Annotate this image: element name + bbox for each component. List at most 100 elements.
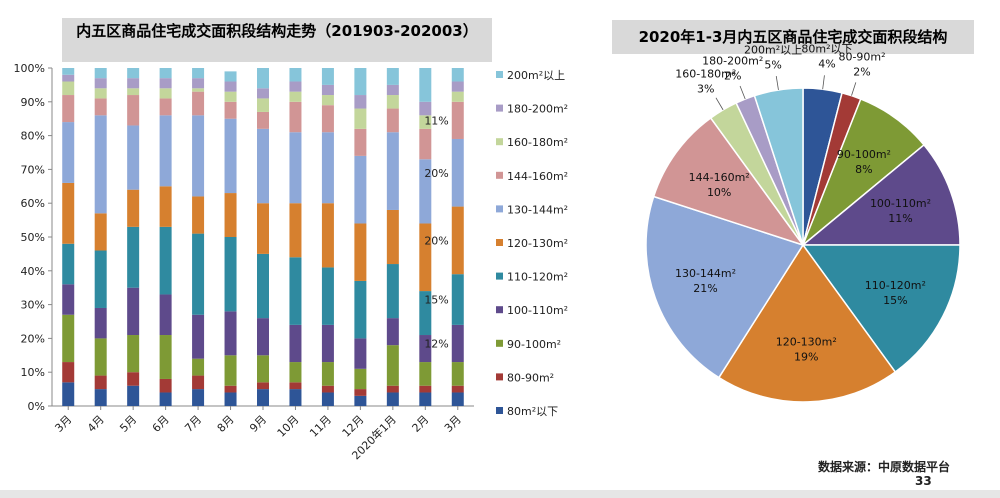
bar-segment	[451, 362, 464, 386]
page-number: 33	[915, 474, 932, 488]
bar-segment	[94, 250, 107, 308]
bar-segment	[386, 385, 399, 393]
bar-segment	[159, 68, 172, 79]
bar-segment	[321, 105, 334, 133]
data-label: 12%	[424, 337, 448, 350]
bar-segment	[419, 335, 432, 363]
pie-slice	[801, 244, 961, 374]
bar-segment	[289, 382, 302, 390]
legend-label: 80m²以下	[507, 405, 558, 418]
slice-percent-label: 5%	[764, 58, 781, 71]
bar-segment	[419, 385, 432, 393]
bar-segment	[257, 98, 269, 112]
bar-segment	[354, 108, 367, 129]
bar-segment	[257, 203, 269, 254]
slice-percent-label: 8%	[855, 163, 872, 176]
legend-label: 180-200m²	[507, 103, 568, 116]
slice-name-label: 80-90m²	[838, 50, 885, 63]
slice-name-label: 110-120m²	[865, 279, 926, 292]
bar-segment	[192, 233, 205, 315]
slice-percent-label: 10%	[707, 186, 731, 199]
legend-label: 144-160m²	[507, 170, 568, 183]
bar-segment	[419, 362, 432, 386]
legend-swatch	[496, 306, 503, 314]
bar-segment	[62, 122, 75, 183]
bar-segment	[354, 155, 367, 224]
legend-swatch	[496, 71, 503, 78]
y-tick-label: 90%	[21, 96, 45, 109]
bar-segment	[289, 203, 302, 258]
legend-swatch	[496, 239, 503, 246]
y-tick-label: 50%	[21, 231, 45, 244]
bar-segment	[386, 132, 399, 210]
y-tick-label: 40%	[21, 265, 45, 278]
bar-segment	[386, 318, 399, 346]
bar-segment	[451, 81, 464, 92]
bar-segment	[257, 355, 269, 383]
bar-segment	[321, 385, 334, 393]
bar-segment	[127, 88, 140, 96]
bar-segment	[127, 189, 140, 227]
bar-segment	[451, 324, 464, 363]
slice-percent-label: 15%	[883, 294, 907, 307]
bar-segment	[159, 98, 172, 116]
bar-segment	[321, 84, 334, 96]
bar-segment	[289, 257, 302, 325]
bar-segment	[257, 128, 269, 204]
bar-segment	[451, 385, 464, 393]
legend-label: 200m²以上	[507, 69, 565, 82]
bar-segment	[62, 68, 75, 75]
leader-line	[739, 85, 746, 100]
bar-segment	[386, 108, 399, 133]
y-tick-label: 0%	[28, 400, 45, 413]
bar-segment	[94, 389, 107, 406]
bar-segment	[62, 95, 75, 123]
bar-segment	[419, 101, 432, 116]
pie-chart: 80m²以下 4%80-90m² 2% 90-100m² 8% 100-110m² 11% 1…	[645, 43, 961, 403]
bar-segment	[321, 68, 334, 85]
slice-name-label: 130-144m²	[675, 267, 736, 280]
slice-name-label: 144-160m²	[689, 171, 750, 184]
bar-segment	[257, 318, 269, 356]
bar-segment	[127, 372, 140, 386]
bar-segment	[127, 95, 140, 126]
legend-label: 160-180m²	[507, 136, 568, 149]
slice-name-label: 90-100m²	[837, 148, 891, 161]
legend-label: 110-120m²	[507, 271, 568, 284]
bar-segment	[257, 253, 269, 319]
bar-segment	[354, 68, 367, 96]
bar-segment	[224, 355, 237, 386]
bar-segment	[127, 68, 140, 79]
bar-segment	[62, 284, 75, 315]
pie-slice	[652, 116, 805, 247]
bar-segment	[224, 311, 237, 356]
y-tick-label: 80%	[21, 130, 45, 143]
bar-segment	[386, 95, 399, 109]
bar-segment	[127, 287, 140, 336]
bar-segment	[62, 382, 75, 406]
bar-segment	[127, 335, 140, 373]
slice-name-label: 120-130m²	[776, 336, 837, 349]
bar-segment	[224, 385, 237, 393]
leader-line	[822, 75, 825, 90]
bar-segment	[62, 74, 75, 82]
slice-name-label: 80m²以下	[801, 43, 852, 56]
bar-segment	[159, 186, 172, 227]
pie-slice	[717, 243, 897, 403]
bar-segment	[224, 81, 237, 92]
bar-segment	[224, 118, 237, 194]
bar-segment	[451, 274, 464, 325]
bar-segment	[289, 91, 302, 102]
bar-segment	[192, 375, 205, 390]
y-tick-label: 60%	[21, 197, 45, 210]
y-tick-label: 30%	[21, 299, 45, 312]
leader-line	[851, 82, 857, 96]
bar-segment	[257, 88, 269, 99]
leader-line	[775, 76, 779, 90]
bar-segment	[419, 392, 432, 406]
y-tick-label: 70%	[21, 163, 45, 176]
stacked-bar-chart: 0%10%20%30%40%50%60%70%80%90%100%3月 4月 5月 6…	[14, 62, 569, 462]
bar-segment	[224, 91, 237, 102]
legend-label: 90-100m²	[507, 338, 561, 351]
data-label: 20%	[424, 167, 448, 180]
